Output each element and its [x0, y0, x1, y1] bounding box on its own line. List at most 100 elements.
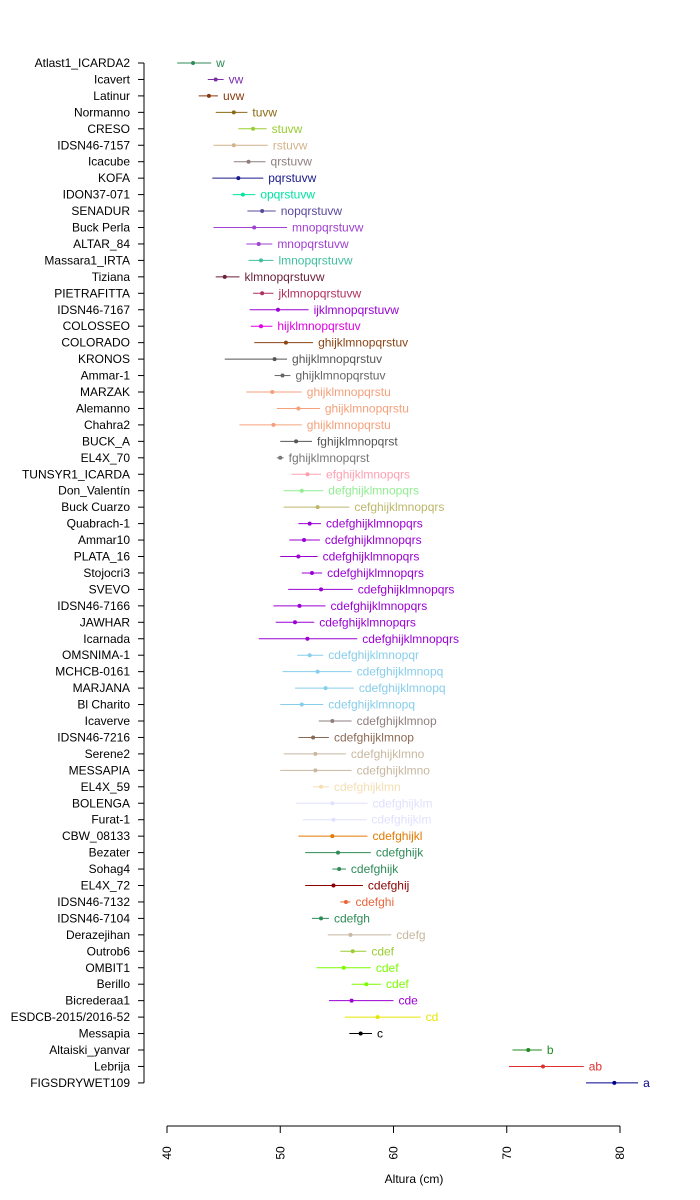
mean-point: [350, 949, 355, 954]
data-row: uvw: [198, 89, 245, 103]
mean-point: [222, 274, 227, 279]
y-tick-label: Ammar-1: [81, 369, 131, 383]
mean-point: [319, 784, 324, 789]
mean-point: [231, 110, 236, 115]
group-letter-label: efghijklmnopqrs: [326, 467, 410, 481]
y-tick-label: Quabrach-1: [67, 517, 131, 531]
group-letter-label: cdefghijklmnopqrs: [331, 599, 428, 613]
mean-point: [348, 932, 353, 937]
mean-point: [302, 538, 307, 543]
mean-point: [305, 636, 310, 641]
y-tick-label: Stojocri3: [83, 566, 130, 580]
y-tick-label: Furat-1: [91, 813, 130, 827]
data-row: hijklmnopqrstuv: [250, 319, 361, 333]
mean-point: [330, 801, 335, 806]
y-tick-label: Sohag4: [89, 862, 131, 876]
group-letter-label: opqrstuvw: [260, 188, 315, 202]
group-letter-label: ghijklmnopqrstu: [325, 401, 409, 415]
group-letter-label: tuvw: [252, 105, 277, 119]
data-row: klmnopqrstuvw: [215, 270, 325, 284]
data-row: cdefg: [327, 928, 426, 942]
data-row: cdef: [316, 961, 399, 975]
x-tick-label: 60: [387, 1146, 401, 1160]
mean-point: [191, 61, 196, 65]
mean-point: [540, 1064, 545, 1069]
mean-point: [258, 258, 263, 263]
data-row: a: [586, 1076, 650, 1090]
data-row: cdefghijklmnopqr: [297, 648, 419, 662]
group-letter-label: cdefghijk: [376, 846, 424, 860]
data-row: cdefghijklmno: [280, 763, 430, 777]
group-letter-label: defghijklmnopqrs: [328, 484, 419, 498]
group-letter-label: ghijklmnopqrstu: [307, 385, 391, 399]
group-letter-label: ghijklmnopqrstuv: [292, 352, 382, 366]
y-tick-label: IDSN46-7166: [57, 599, 130, 613]
mean-point: [260, 209, 265, 214]
data-row: cdefghijklmnopqrs: [301, 566, 424, 580]
data-row: ghijklmnopqrstuv: [224, 352, 382, 366]
y-tick-label: MARZAK: [80, 385, 130, 399]
mean-point: [612, 1080, 617, 1085]
mean-point: [319, 916, 324, 921]
group-letter-label: ijklmnopqrstuvw: [314, 303, 400, 317]
mean-point: [280, 373, 285, 378]
data-row: nopqrstuvw: [247, 204, 342, 218]
data-row: stuvw: [238, 122, 303, 136]
y-tick-label: CRESO: [87, 122, 130, 136]
y-tick-label: Icarnada: [83, 632, 130, 646]
group-letter-label: cde: [399, 994, 419, 1008]
data-row: cdefghijklmnopqrs: [275, 615, 416, 629]
data-row: pqrstuvw: [212, 171, 317, 185]
group-letter-label: cdefghijklmnopqrs: [327, 566, 424, 580]
data-row: cdefghijklm: [302, 813, 431, 827]
y-tick-label: EL4X_70: [81, 451, 131, 465]
group-letter-label: cdefghijklmnopq: [359, 681, 446, 695]
group-letter-label: ghijklmnopqrstu: [307, 418, 391, 432]
y-tick-label: KRONOS: [78, 352, 130, 366]
data-row: vw: [207, 72, 244, 86]
mean-point: [272, 357, 277, 362]
group-letter-label: w: [215, 56, 225, 70]
mean-point: [236, 176, 241, 181]
mean-point: [307, 653, 312, 658]
y-tick-label: IDSN46-7104: [57, 911, 130, 925]
y-tick-label: Tiziana: [92, 270, 131, 284]
mean-point: [275, 307, 280, 312]
mean-point: [336, 850, 341, 855]
data-row: ghijklmnopqrstu: [246, 385, 391, 399]
data-row: cefghijklmnopqrs: [283, 500, 444, 514]
y-tick-label: OMSNIMA-1: [62, 648, 130, 662]
y-tick-label: EL4X_72: [81, 879, 131, 893]
mean-point: [315, 505, 320, 510]
y-tick-label: Buck Cuarzo: [61, 500, 130, 514]
x-axis: 40 50 60 70 80: [160, 1125, 627, 1160]
group-letter-label: ghijklmnopqrstuv: [318, 336, 408, 350]
group-letter-label: cdefgh: [334, 911, 370, 925]
group-letter-label: jklmnopqrstuvw: [277, 286, 361, 300]
data-row: ab: [509, 1059, 602, 1073]
x-tick-label: 50: [273, 1146, 287, 1160]
y-tick-label: SENADUR: [71, 204, 130, 218]
group-letter-label: pqrstuvw: [268, 171, 316, 185]
group-letter-label: nopqrstuvw: [281, 204, 343, 218]
group-letter-label: cdefghijklm: [371, 813, 431, 827]
mean-point: [240, 192, 245, 197]
data-row: ijklmnopqrstuvw: [249, 303, 400, 317]
mean-point: [251, 126, 256, 131]
data-row: opqrstuvw: [232, 188, 315, 202]
mean-point: [307, 521, 312, 526]
group-letter-label: cdefghij: [368, 879, 409, 893]
y-tick-label: Normanno: [74, 105, 130, 119]
data-row: cdefgh: [311, 911, 370, 925]
data-row: cdefghijklmnopq: [282, 665, 443, 679]
data-row: fghijklmnopqrst: [276, 451, 370, 465]
data-row: lmnopqrstuvw: [248, 253, 353, 267]
data-row: cdefghijklmnop: [298, 730, 414, 744]
data-row: cdef: [351, 977, 409, 991]
mean-point: [299, 488, 304, 493]
group-letter-label: cdefghijklm: [372, 796, 432, 810]
mean-point: [526, 1048, 531, 1052]
group-letter-label: cd: [426, 1010, 439, 1024]
